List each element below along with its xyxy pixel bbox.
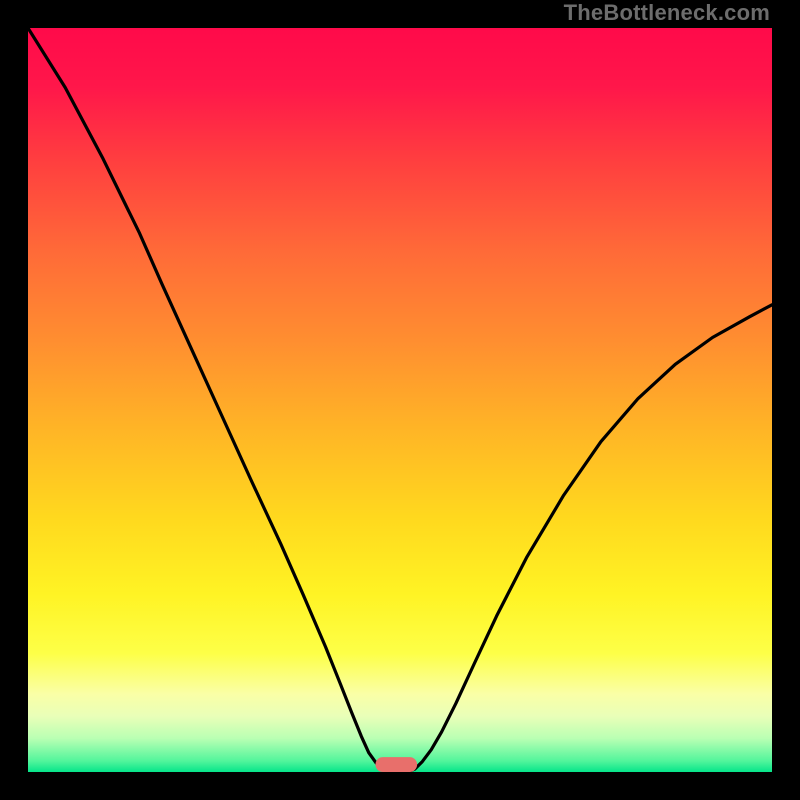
watermark-text: TheBottleneck.com <box>564 0 770 26</box>
chart-svg <box>28 28 772 772</box>
gradient-background <box>28 28 772 772</box>
optimum-marker <box>375 757 417 772</box>
plot-area <box>28 28 772 772</box>
chart-frame: TheBottleneck.com <box>0 0 800 800</box>
